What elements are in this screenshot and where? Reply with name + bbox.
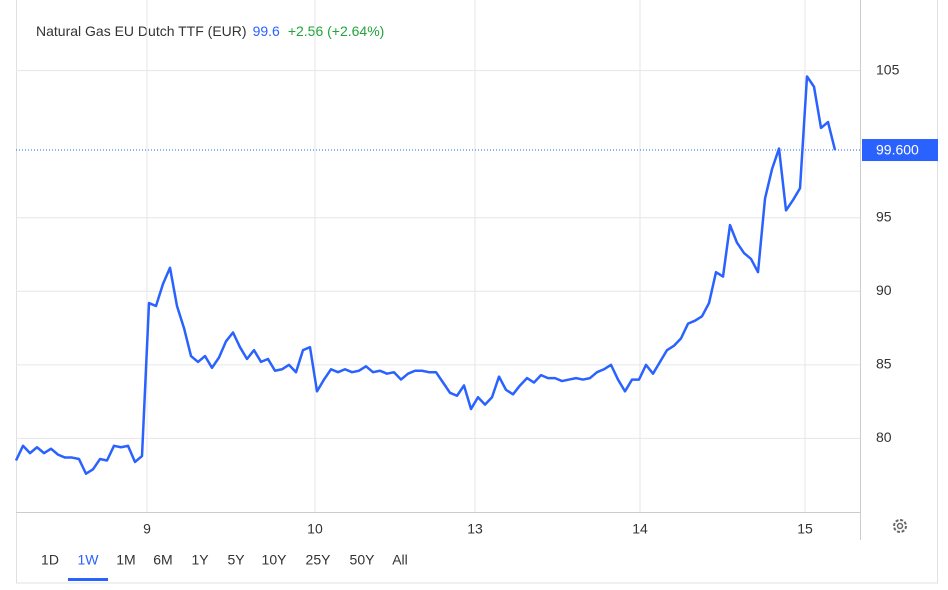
price-line-series	[14, 75, 837, 475]
y-tick-label: 95	[876, 208, 892, 224]
range-button[interactable]: 1M	[116, 552, 135, 568]
range-button[interactable]: 10Y	[262, 552, 288, 568]
header: Natural Gas EU Dutch TTF (EUR) 99.6 +2.56 …	[36, 23, 384, 39]
gear-hub	[896, 522, 904, 530]
x-tick-label: 13	[467, 521, 483, 537]
range-button[interactable]: 1Y	[191, 552, 209, 568]
y-tick-label: 90	[876, 282, 892, 298]
price: 99.6	[253, 23, 280, 39]
range-button[interactable]: 50Y	[350, 552, 376, 568]
price-tag: 99.600	[876, 142, 919, 158]
range-button[interactable]: 1D	[41, 552, 59, 568]
x-tick-label: 9	[143, 521, 151, 537]
change: +2.56 (+2.64%)	[288, 23, 385, 39]
range-button[interactable]: All	[392, 552, 408, 568]
x-tick-label: 10	[307, 521, 323, 537]
range-button[interactable]: 5Y	[227, 552, 245, 568]
gear-teeth	[893, 519, 907, 533]
range-button[interactable]: 1W	[78, 552, 100, 568]
chart-title: Natural Gas EU Dutch TTF (EUR)	[36, 23, 247, 39]
price-tag-box	[862, 139, 938, 162]
y-tick-label: 105	[876, 61, 900, 77]
y-tick-label: 80	[876, 429, 892, 445]
range-button[interactable]: 25Y	[306, 552, 332, 568]
x-tick-label: 14	[632, 521, 648, 537]
settings-icon[interactable]	[893, 519, 907, 533]
range-underline	[68, 578, 108, 581]
y-tick-label: 85	[876, 356, 892, 372]
x-tick-label: 15	[797, 521, 813, 537]
range-button[interactable]: 6M	[153, 552, 172, 568]
